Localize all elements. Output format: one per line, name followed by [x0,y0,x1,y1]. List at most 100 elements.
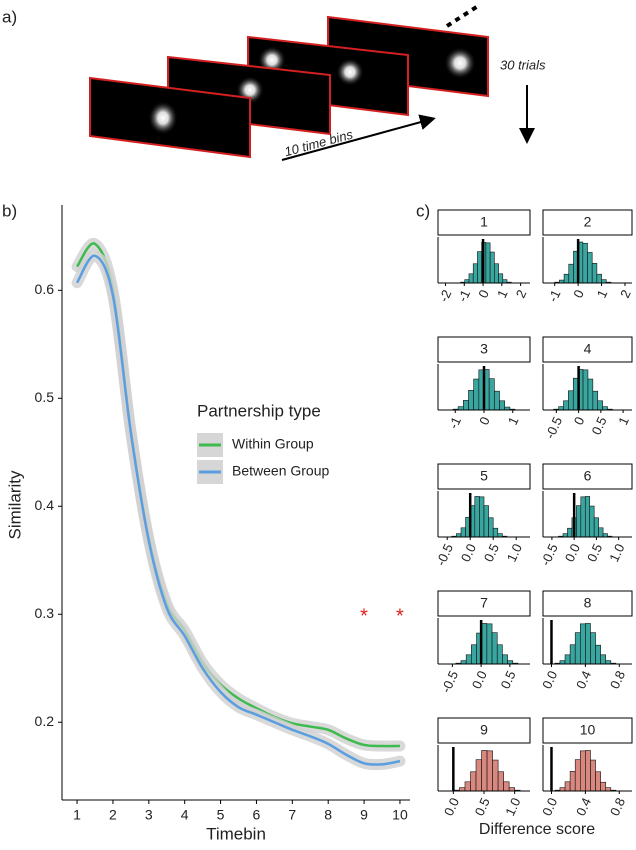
hist-bar [475,759,482,792]
x-tick-label: 0 [476,414,493,427]
facet-title: 5 [480,468,488,484]
x-tick-label: 1 [615,414,632,427]
facet-x-label: Difference score [479,821,595,838]
x-tick-label: 5 [217,807,225,823]
series-line [76,242,400,748]
hist-bar [497,533,503,538]
x-tick-label: -0.5 [538,541,561,568]
x-tick-label: 0.0 [539,668,560,691]
significance-star: * [360,606,368,628]
hist-bar [465,654,472,665]
legend-title: Partnership type [197,401,321,420]
legend-label: Within Group [232,436,314,452]
hist-bar [479,496,485,538]
hist-bar [569,644,576,665]
facet-strip [437,717,531,744]
hist-bar [574,759,581,792]
blob [336,58,364,86]
hist-bar [483,505,489,538]
hist-bar [494,263,499,284]
hist-bar [492,759,499,792]
hist-bar [585,623,591,665]
hist-bar [460,660,467,665]
facet-title: 7 [480,595,488,611]
hist-bar [499,400,505,411]
trials-label: 30 trials [500,57,546,72]
hist-bar [464,781,471,792]
hist-bar [486,623,493,665]
facet-title: 9 [480,722,488,738]
panel-a-diagram: a) 10 time bins 30 trials [2,4,546,161]
facet-title: 3 [480,341,488,357]
hist-bar [589,505,595,538]
x-tick-label: -1 [455,287,473,304]
blob [148,101,178,135]
hist-bar [470,771,477,792]
x-tick-label: 0.5 [497,668,518,691]
x-tick-label: 2 [513,287,530,300]
facet-strip [542,209,633,236]
facet-title: 2 [584,214,592,230]
hist-bar [559,660,566,665]
x-tick-label: 3 [145,807,153,823]
hist-bar [498,273,504,284]
hist-bar [468,273,474,284]
x-tick-label: 0.0 [539,795,560,818]
hist-bar [492,527,499,538]
x-tick-label: 0.4 [573,795,594,818]
y-tick-label: 0.2 [35,713,55,729]
hist-bar [569,771,576,792]
x-tick-label: 2 [617,287,634,300]
x-tick-label: 1.0 [504,541,525,564]
x-tick-label: 1 [494,287,511,300]
x-tick-label: 0.5 [472,795,493,818]
x-tick-label: 4 [181,807,189,823]
x-tick-label: 0.8 [607,795,628,818]
facet-strip [437,590,531,617]
hist-bar [590,632,596,665]
hist-bar [456,533,462,538]
facet-title: 4 [584,341,592,357]
hist-bar [563,273,570,284]
x-tick-label: -1 [545,287,563,304]
x-tick-label: 0.0 [562,541,583,564]
hist-bar [558,406,564,411]
x-tick-label: 8 [324,807,332,823]
hist-bar [486,750,493,792]
hist-bar [593,517,599,538]
hist-bar [488,378,495,411]
hist-bar [491,632,498,665]
hist-bar [468,390,474,411]
x-tick-label: 1.0 [606,541,627,564]
x-tick-label: 1 [73,807,81,823]
x-tick-label: 0 [571,414,588,427]
y-axis-label: Similarity [5,470,24,539]
hist-bar [494,390,500,411]
ellipsis [445,4,480,28]
hist-bar [579,750,586,792]
hist-bar [481,750,488,792]
blob [444,47,476,79]
facet-strip [542,463,633,490]
facet-strip [542,717,633,744]
band [71,238,406,752]
facet-title: 10 [580,722,596,738]
hist-bar [587,252,593,284]
hist-bar [474,496,480,538]
x-axis-label: Timebin [206,824,266,843]
hist-bar [502,279,508,284]
facet-strip [437,336,531,363]
hist-bar [488,517,494,538]
hist-bar [592,390,599,411]
hist-bar [591,263,598,284]
hist-bar [587,378,594,411]
y-tick-label: 0.5 [35,389,55,405]
hist-bar [584,496,591,538]
significance-star: * [396,606,404,628]
x-tick-label: -0.5 [433,541,456,568]
hist-bar [497,771,504,792]
hist-bar [562,533,568,538]
x-tick-label: 0.0 [441,795,462,818]
facet-title: 1 [480,214,488,230]
x-tick-label: 0.0 [469,668,490,691]
